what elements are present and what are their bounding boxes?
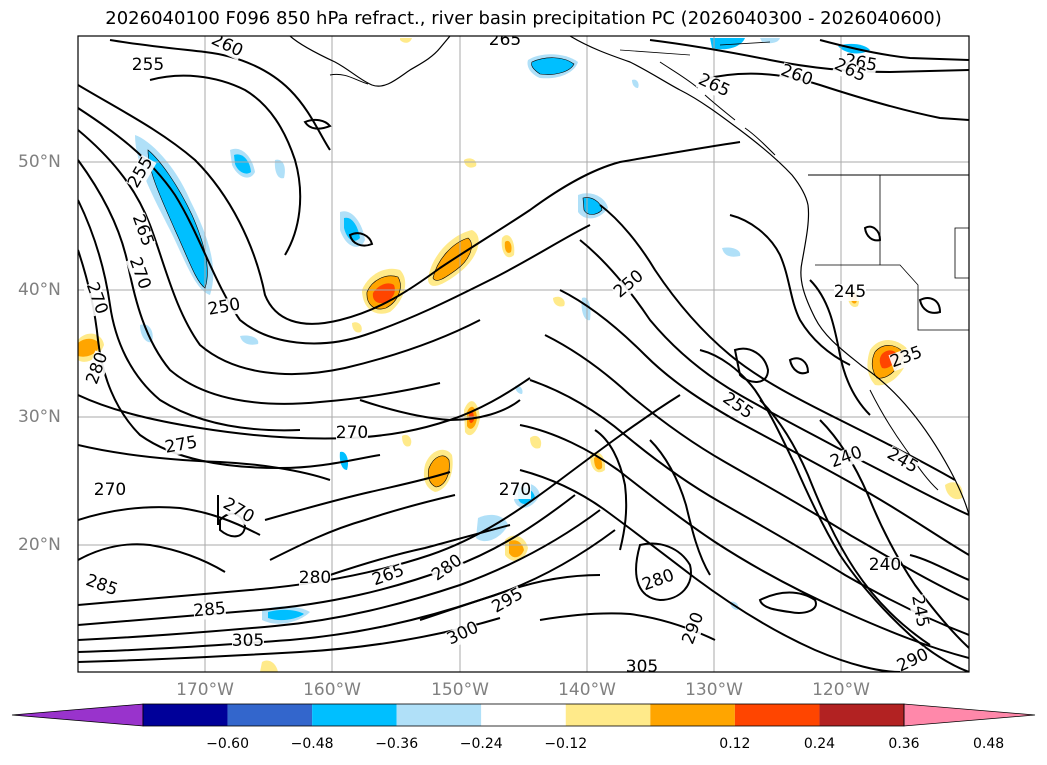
lat-label: 20°N [18,535,61,555]
colorbar-swatch [819,704,904,726]
colorbar-frame [142,703,905,727]
colorbar-extend-low [11,703,144,727]
coastlines [289,36,969,516]
contour-label-wrap: 305 [626,657,658,677]
colorbar-swatch [396,704,482,726]
colorbar-tick-label: −0.36 [375,736,419,752]
colorbar-tick-label: 0.48 [972,736,1005,752]
colorbar-extend-high [903,703,1036,727]
contour-label-wrap: 280 [299,568,331,588]
colorbar-tick-label: 0.12 [719,736,751,752]
colorbar-swatch [227,704,313,726]
contour-label-wrap: 305 [232,631,264,651]
contour-label: 285 [83,570,120,600]
page-title: 2026040100 F096 850 hPa refract., river … [105,8,942,29]
lon-label: 120°W [812,680,870,700]
lon-label: 160°W [303,680,361,700]
contour-label: 270 [125,255,155,292]
contour-label: 245 [834,282,866,302]
contour-label: 240 [828,442,865,472]
contour-label-wrap: 250 [206,294,241,319]
contour-label-wrap: 245 [907,593,932,628]
contour-label-wrap: 280 [640,565,677,595]
colorbar-swatch [650,704,735,726]
colorbar-swatch [143,704,228,726]
refractivity-contours [78,39,969,672]
contour-label-wrap: 270 [94,480,126,500]
contour-label-wrap: 300 [444,618,482,650]
colorbar [11,703,1036,727]
contour-label-wrap: 275 [163,432,198,457]
contour-label-wrap: 270 [125,255,155,292]
colorbar-swatch [565,704,651,726]
contour-label: 260 [778,60,815,90]
contour-label: 265 [370,560,407,590]
contour-label-wrap: 270 [336,423,368,443]
lat-label: 30°N [18,407,61,427]
negative-precip-areas [135,38,870,624]
lon-label: 150°W [431,680,489,700]
contour-label: 250 [610,266,648,302]
contour-label: 245 [907,593,932,628]
contour-label-wrap: 265 [489,30,521,50]
colorbar-tick-label: −0.24 [459,736,503,752]
contour-label: 305 [232,631,264,651]
contour-label-wrap: 295 [488,584,526,618]
contour-label-wrap: 265 [370,560,407,590]
lat-label: 40°N [18,280,61,300]
contour-label: 285 [193,599,227,622]
contour-label: 305 [626,657,658,677]
contour-label: 270 [336,423,368,443]
contour-label: 265 [489,30,521,50]
contour-label-wrap: 260 [778,60,815,90]
contour-label: 265 [128,212,158,249]
contour-label-wrap: 255 [719,388,757,423]
contour-label-wrap: 240 [828,442,865,472]
contour-label-wrap: 285 [193,599,227,622]
contour-label: 275 [163,432,198,457]
positive-precip-areas [78,38,963,672]
lon-label: 170°W [176,680,234,700]
colorbar-tick-label: −0.60 [206,736,249,752]
contour-label-wrap: 245 [883,444,921,478]
contour-label-wrap: 270 [219,494,257,528]
contour-label: 295 [488,584,526,618]
contour-label-wrap: 250 [610,266,648,302]
contour-label: 290 [678,610,708,647]
colorbar-swatch [481,704,566,726]
lat-label: 50°N [18,152,61,172]
contour-label: 280 [640,565,677,595]
contour-label: 255 [719,388,757,423]
contour-label-wrap: 245 [834,282,866,302]
colorbar-swatch [734,704,820,726]
contour-label: 280 [299,568,331,588]
contour-label-wrap: 285 [83,570,120,600]
colorbar-swatch [312,704,397,726]
colorbar-tick-label: 0.36 [888,736,920,752]
contour-label: 270 [94,480,126,500]
colorbar-tick-label: −0.12 [544,736,588,752]
contour-label: 255 [132,55,164,75]
plot-frame [77,35,970,673]
contour-label-wrap: 255 [132,55,164,75]
contour-label: 270 [499,480,531,500]
contour-label-wrap: 240 [869,555,901,575]
contour-label-wrap: 270 [499,480,531,500]
colorbar-tick-label: −0.48 [290,736,334,752]
shading-outlines [147,57,905,488]
colorbar-tick-label: 0.24 [803,736,836,752]
contour-label-wrap: 265 [128,212,158,249]
contour-label: 245 [883,444,921,478]
contour-label: 300 [444,618,482,650]
contour-label: 270 [219,494,257,528]
contour-label-wrap: 290 [678,610,708,647]
lon-label: 140°W [558,680,616,700]
contour-label: 240 [869,555,901,575]
lon-label: 130°W [685,680,743,700]
